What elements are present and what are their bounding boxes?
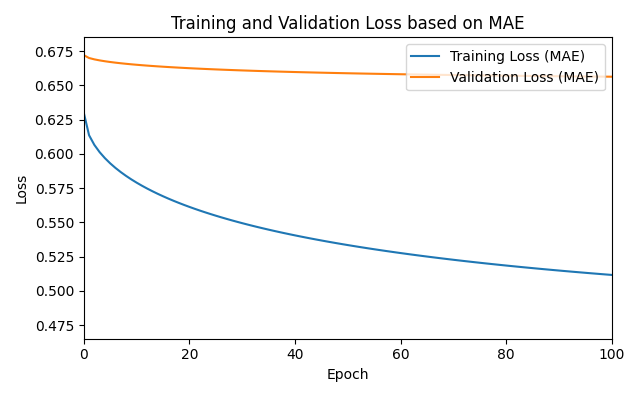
Training Loss (MAE): [80, 110, 88, 115]
Validation Loss (MAE): [323, 70, 330, 75]
Validation Loss (MAE): [117, 61, 125, 66]
Validation Loss (MAE): [449, 73, 457, 77]
Training Loss (MAE): [449, 257, 457, 262]
Y-axis label: Loss: Loss: [15, 173, 29, 203]
Line: Training Loss (MAE): Training Loss (MAE): [84, 113, 612, 275]
Validation Loss (MAE): [608, 74, 616, 79]
Validation Loss (MAE): [212, 67, 220, 72]
Training Loss (MAE): [397, 251, 404, 255]
Title: Training and Validation Loss based on MAE: Training and Validation Loss based on MA…: [171, 15, 525, 33]
Validation Loss (MAE): [80, 53, 88, 58]
Legend: Training Loss (MAE), Validation Loss (MAE): Training Loss (MAE), Validation Loss (MA…: [406, 44, 605, 91]
Validation Loss (MAE): [476, 73, 484, 78]
Training Loss (MAE): [608, 273, 616, 278]
Training Loss (MAE): [476, 260, 484, 265]
Training Loss (MAE): [117, 170, 125, 174]
Validation Loss (MAE): [397, 72, 404, 77]
Line: Validation Loss (MAE): Validation Loss (MAE): [84, 55, 612, 77]
Training Loss (MAE): [323, 239, 330, 244]
Training Loss (MAE): [212, 213, 220, 218]
X-axis label: Epoch: Epoch: [326, 368, 369, 382]
